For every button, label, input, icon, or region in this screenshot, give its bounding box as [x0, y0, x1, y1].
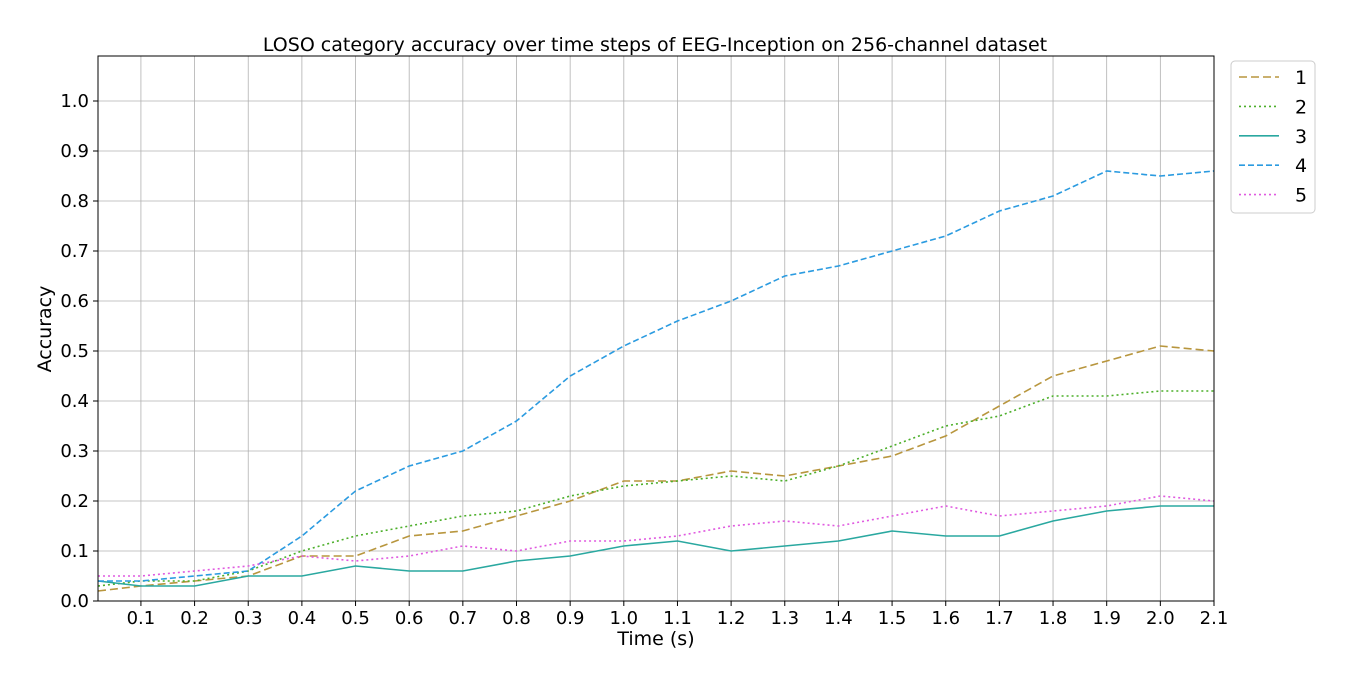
legend-label-3: 3: [1295, 126, 1307, 148]
x-tick-label: 2.0: [1146, 608, 1175, 629]
chart-title: LOSO category accuracy over time steps o…: [263, 34, 1047, 56]
legend-label-5: 5: [1295, 185, 1307, 207]
series-line-3: [97, 505, 1214, 587]
y-tick-label: 0.2: [60, 491, 89, 512]
legend-label-4: 4: [1295, 155, 1307, 177]
x-tick-label: 1.5: [878, 608, 907, 629]
legend-label-2: 2: [1295, 96, 1307, 118]
y-axis: 0.0 0.1 0.2 0.3 0.4 0.5 0.6 0.7 0.8 0.9 1.0: [60, 91, 98, 612]
x-axis-label: Time (s): [616, 628, 694, 650]
y-tick-label: 0.9: [60, 141, 89, 162]
x-tick-label: 0.6: [395, 608, 424, 629]
x-tick-label: 0.7: [449, 608, 478, 629]
series-line-5: [98, 495, 1215, 577]
y-axis-label: Accuracy: [34, 286, 56, 373]
series-lines: [97, 170, 1215, 592]
y-tick-label: 0.8: [60, 191, 89, 212]
x-tick-label: 2.1: [1200, 608, 1229, 629]
y-tick-label: 0.5: [60, 341, 89, 362]
y-tick-label: 0.4: [60, 391, 89, 412]
x-tick-label: 1.0: [609, 608, 638, 629]
x-tick-label: 0.5: [341, 608, 370, 629]
grid: [98, 56, 1215, 602]
legend: 1 2 3 4 5: [1230, 60, 1316, 214]
y-tick-label: 0.7: [60, 241, 89, 262]
x-tick-label: 1.3: [770, 608, 799, 629]
x-axis: 0.1 0.2 0.3 0.4 0.5 0.6 0.7 0.8 0.9 1.0 1.1 1.2 1.3 1…: [127, 601, 1229, 629]
series-line-2: [97, 390, 1214, 587]
x-tick-label: 1.6: [931, 608, 960, 629]
series-line-1: [97, 345, 1215, 592]
x-tick-label: 1.8: [1039, 608, 1068, 629]
y-tick-label: 0.3: [60, 441, 89, 462]
y-tick-label: 0.6: [60, 291, 89, 312]
y-tick-label: 0.1: [60, 541, 89, 562]
x-tick-label: 0.4: [288, 608, 317, 629]
x-tick-label: 0.9: [556, 608, 585, 629]
series-line-4: [98, 170, 1215, 582]
legend-label-1: 1: [1295, 67, 1307, 89]
legend-box: [1230, 60, 1316, 214]
y-tick-label: 0.0: [60, 591, 89, 612]
plot-area: [97, 55, 1215, 602]
x-tick-label: 1.1: [663, 608, 692, 629]
x-tick-label: 0.1: [127, 608, 156, 629]
x-tick-label: 0.3: [234, 608, 263, 629]
x-tick-label: 1.2: [717, 608, 746, 629]
x-tick-label: 0.8: [502, 608, 531, 629]
y-tick-label: 1.0: [60, 91, 89, 112]
x-tick-label: 1.7: [985, 608, 1014, 629]
x-tick-label: 0.2: [180, 608, 209, 629]
x-tick-label: 1.4: [824, 608, 853, 629]
x-tick-label: 1.9: [1092, 608, 1121, 629]
